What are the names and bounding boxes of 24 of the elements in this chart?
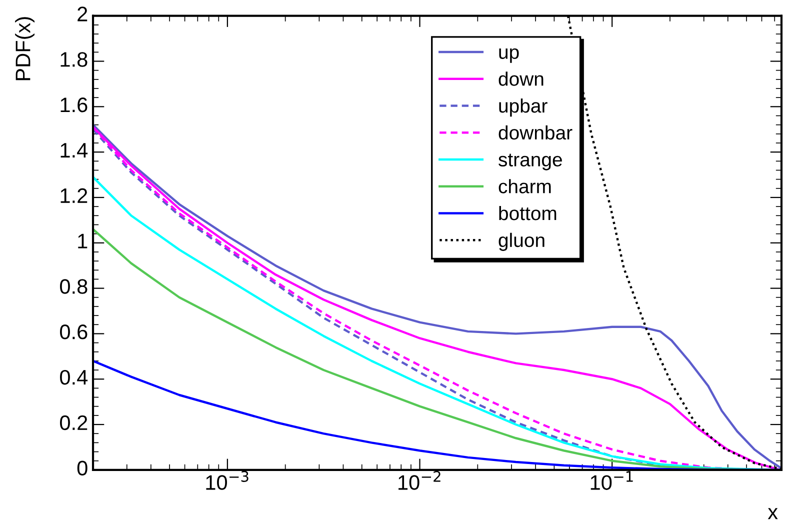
legend-label: upbar	[499, 98, 548, 117]
legend-label: gluon	[498, 232, 544, 251]
legend-label: down	[498, 72, 544, 86]
y-tick-label: 1.8	[60, 52, 88, 67]
legend-label: charm	[498, 179, 551, 194]
legend-label: strange	[498, 154, 562, 170]
y-tick-label: 0.4	[60, 370, 88, 385]
legend-label: downbar	[498, 125, 572, 140]
y-tick-label: 1	[78, 234, 88, 248]
x-axis-title: x	[768, 508, 778, 520]
y-tick-label: 0.6	[60, 324, 88, 340]
legend-label: bottom	[499, 206, 556, 220]
y-tick-label: 1.2	[60, 188, 88, 203]
legend-label: up	[499, 48, 519, 63]
y-tick-label: 1.4	[60, 143, 88, 158]
x-tick-label: 10$^{−3}$	[206, 470, 248, 490]
y-tick-label: 0.2	[60, 415, 88, 430]
y-tick-label: 1.6	[60, 97, 88, 112]
y-tick-label: 0.8	[60, 279, 88, 294]
y-tick-label: 2	[78, 6, 88, 22]
x-tick-label: 10$^{−1}$	[590, 471, 633, 490]
x-tick-label: 10$^{−2}$	[398, 470, 440, 490]
y-tick-label: 0	[77, 460, 88, 476]
y-axis-title: PDF(x)	[15, 17, 34, 80]
